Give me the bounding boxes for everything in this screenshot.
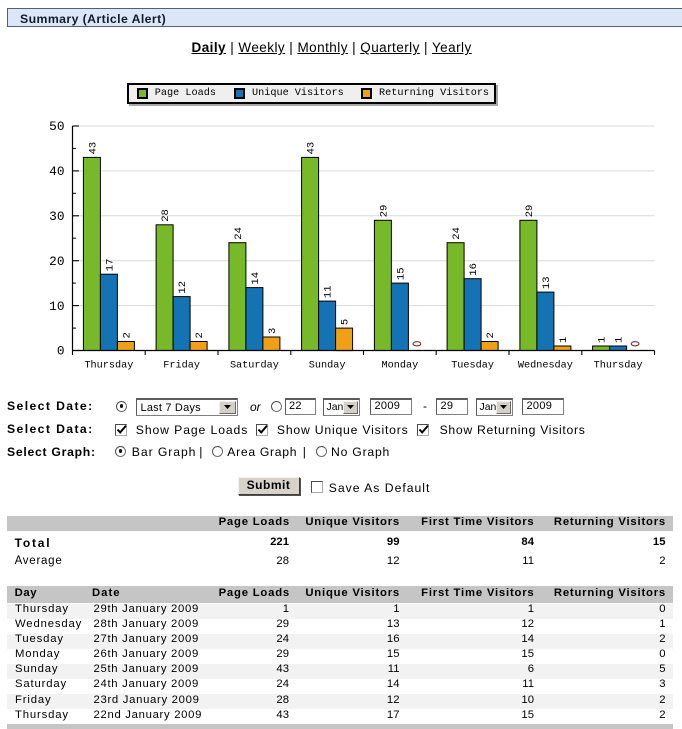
svg-text:Tuesday: Tuesday: [451, 360, 494, 372]
svg-text:1: 1: [597, 337, 609, 343]
svg-text:43: 43: [306, 142, 318, 155]
svg-text:Wednesday: Wednesday: [518, 360, 573, 372]
svg-text:50: 50: [49, 119, 64, 134]
svg-text:Saturday: Saturday: [230, 360, 279, 372]
svg-text:2: 2: [485, 332, 497, 338]
svg-text:24: 24: [451, 227, 463, 240]
svg-text:40: 40: [49, 164, 64, 179]
svg-text:3: 3: [267, 328, 279, 334]
svg-text:28: 28: [160, 209, 172, 222]
svg-text:29: 29: [378, 205, 390, 218]
svg-text:15: 15: [395, 267, 407, 280]
svg-text:Thursday: Thursday: [594, 360, 643, 372]
svg-text:0: 0: [57, 344, 65, 359]
svg-text:2: 2: [121, 332, 133, 338]
svg-text:17: 17: [104, 259, 116, 272]
svg-text:30: 30: [49, 209, 64, 224]
svg-text:14: 14: [250, 272, 262, 285]
svg-text:43: 43: [87, 142, 99, 155]
svg-text:10: 10: [49, 299, 64, 314]
svg-text:Thursday: Thursday: [84, 360, 133, 372]
svg-text:2: 2: [194, 332, 206, 338]
svg-text:24: 24: [233, 227, 245, 240]
svg-text:11: 11: [323, 285, 335, 298]
svg-text:1: 1: [558, 337, 570, 343]
svg-text:13: 13: [541, 276, 553, 289]
svg-text:Friday: Friday: [163, 360, 200, 372]
svg-text:16: 16: [468, 263, 480, 276]
svg-text:Monday: Monday: [382, 360, 419, 372]
svg-text:5: 5: [340, 319, 352, 325]
svg-text:1: 1: [614, 337, 626, 343]
svg-text:12: 12: [177, 281, 189, 294]
svg-text:20: 20: [49, 254, 64, 269]
svg-text:29: 29: [524, 205, 536, 218]
svg-text:Sunday: Sunday: [309, 360, 346, 372]
